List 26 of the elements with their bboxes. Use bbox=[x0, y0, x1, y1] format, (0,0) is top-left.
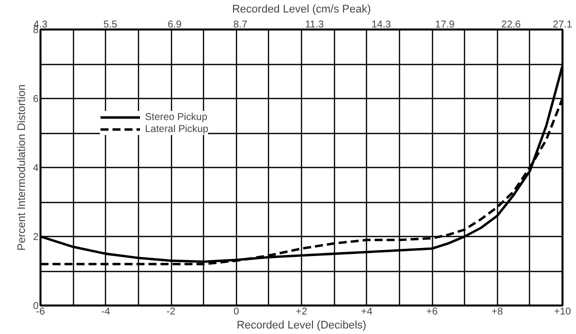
x-tick-label: -6 bbox=[36, 306, 46, 318]
x-tick-label: +10 bbox=[554, 306, 572, 318]
x2-tick-label: 27.1 bbox=[552, 20, 573, 30]
x-tick-label: +8 bbox=[492, 306, 504, 318]
x2-tick-label: 11.3 bbox=[305, 20, 324, 30]
x-tick-label: -2 bbox=[166, 306, 176, 318]
x-tick-label: -4 bbox=[101, 306, 111, 318]
x2-axis-title: Recorded Level (cm/s Peak) bbox=[232, 4, 371, 16]
legend-label: Stereo Pickup bbox=[145, 111, 208, 123]
x2-tick-label: 8.7 bbox=[233, 20, 248, 30]
x2-tick-label: 6.9 bbox=[168, 20, 182, 30]
x2-tick-label: 22.6 bbox=[501, 20, 522, 30]
x2-tick-label: 14.3 bbox=[372, 20, 392, 30]
x-tick-label: +2 bbox=[296, 306, 308, 318]
y-tick-label: 8 bbox=[32, 25, 39, 36]
y-tick-label: 4 bbox=[32, 163, 39, 174]
legend-label: Lateral Pickup bbox=[145, 123, 208, 135]
x-tick-label: +4 bbox=[361, 306, 373, 318]
x-tick-label: +6 bbox=[426, 306, 438, 318]
y-tick-label: 6 bbox=[32, 94, 39, 105]
x-axis-title: Recorded Level (Decibels) bbox=[236, 320, 366, 332]
x-tick-label: 0 bbox=[233, 306, 240, 318]
y-axis-title: Percent Intermodulation Distortion bbox=[16, 84, 28, 251]
x2-tick-label: 5.5 bbox=[103, 20, 118, 30]
y-tick-label: 2 bbox=[32, 232, 39, 243]
x2-tick-label: 17.9 bbox=[435, 20, 456, 30]
